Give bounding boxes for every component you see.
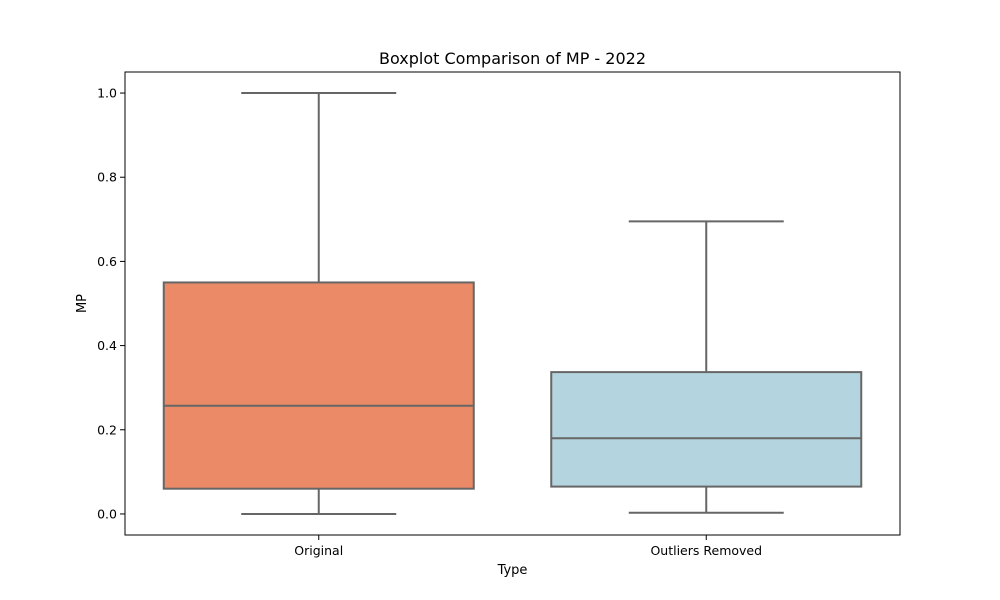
- box-group-2: [550, 220, 863, 514]
- axes-frame: [124, 71, 901, 536]
- iqr-box: [550, 371, 863, 488]
- x-tick-label: Outliers Removed: [650, 543, 762, 558]
- y-tick-label: 0.4: [97, 338, 117, 353]
- y-tick-label: 1.0: [97, 86, 117, 101]
- x-tick-label: Original: [294, 543, 343, 558]
- iqr-box: [162, 281, 475, 490]
- y-tick-label: 0.6: [97, 254, 117, 269]
- chart-title: Boxplot Comparison of MP - 2022: [379, 49, 646, 68]
- plot-area: [162, 92, 863, 515]
- x-axis-label: Type: [497, 563, 528, 578]
- y-tick-label: 0.8: [97, 170, 117, 185]
- box-group-1: [162, 92, 475, 515]
- y-axis-label: MP: [75, 294, 90, 313]
- y-tick-label: 0.0: [97, 506, 117, 521]
- y-tick-label: 0.2: [97, 422, 117, 437]
